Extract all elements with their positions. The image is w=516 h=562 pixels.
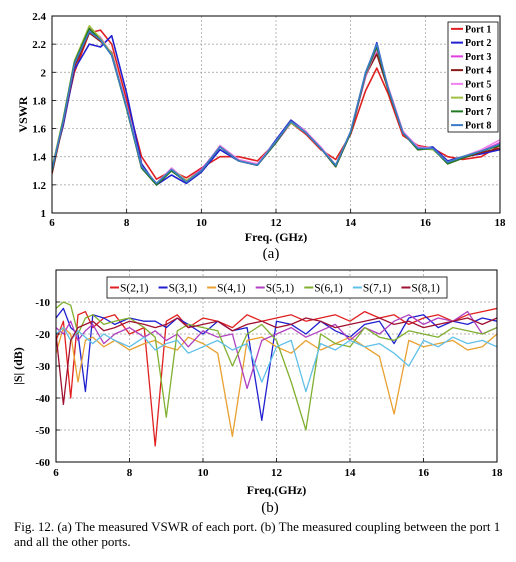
series-line bbox=[56, 326, 497, 438]
y-tick-label: 1.2 bbox=[32, 180, 46, 192]
x-tick-label: 18 bbox=[492, 467, 504, 479]
y-tick-label: -40 bbox=[35, 393, 50, 405]
y-axis-title: |S| (dB) bbox=[11, 347, 25, 385]
x-tick-label: 8 bbox=[124, 217, 130, 229]
x-tick-label: 8 bbox=[127, 467, 133, 479]
x-tick-label: 6 bbox=[53, 467, 59, 479]
y-tick-label: -30 bbox=[35, 361, 50, 373]
figure-caption: Fig. 12. (a) The measured VSWR of each p… bbox=[14, 519, 501, 549]
legend-label: Port 3 bbox=[465, 52, 491, 63]
y-tick-label: -60 bbox=[35, 457, 50, 469]
x-tick-label: 12 bbox=[271, 217, 283, 229]
legend-label: Port 1 bbox=[465, 24, 491, 35]
legend-label: S(4,1) bbox=[217, 283, 246, 295]
legend-label: Port 2 bbox=[465, 38, 491, 49]
legend-label: S(2,1) bbox=[120, 283, 149, 295]
legend-label: S(3,1) bbox=[169, 283, 198, 295]
y-tick-label: 2.2 bbox=[32, 39, 46, 51]
y-tick-label: -50 bbox=[35, 425, 50, 437]
y-tick-label: -20 bbox=[35, 329, 50, 341]
y-tick-label: 1.6 bbox=[32, 124, 46, 136]
x-tick-label: 6 bbox=[49, 217, 55, 229]
y-tick-label: -10 bbox=[35, 297, 50, 309]
legend: Port 1 Port 2 Port 3 Port 4 Port 5 Port 6 Port… bbox=[447, 21, 499, 133]
legend-label: Port 5 bbox=[465, 79, 491, 90]
legend-box bbox=[447, 21, 499, 133]
series-line bbox=[52, 34, 500, 186]
y-tick-label: 1 bbox=[41, 208, 47, 220]
x-tick-label: 14 bbox=[345, 467, 357, 479]
legend-box bbox=[106, 276, 448, 299]
legend-label: Port 8 bbox=[465, 121, 491, 132]
panel-label: (a) bbox=[263, 246, 280, 262]
legend-label: S(5,1) bbox=[266, 283, 295, 295]
panel-label: (b) bbox=[261, 500, 279, 516]
x-tick-label: 16 bbox=[418, 467, 430, 479]
x-axis-title: Freq. (GHz) bbox=[245, 230, 307, 244]
vswr-chart: 6 8 10 12 14 16 18 1 1.2 1.4 1.6 1.8 2 2.2 2.4 Freq. (G… bbox=[16, 11, 506, 262]
series-line bbox=[56, 301, 497, 431]
x-axis-title: Freq.(GHz) bbox=[247, 483, 306, 497]
coupling-chart: 6 8 10 12 14 16 18 -60 -50 -40 -30 -20 -10 Freq.(GHz)… bbox=[11, 269, 504, 516]
legend-label: Port 4 bbox=[465, 66, 491, 77]
y-tick-label: 1.4 bbox=[32, 152, 46, 164]
series-line bbox=[56, 317, 497, 406]
series-line bbox=[52, 30, 500, 185]
legend: S(2,1) S(3,1) S(4,1) S(5,1) S(6,1) S(7,1) S(8,… bbox=[106, 276, 448, 299]
x-tick-label: 10 bbox=[196, 217, 208, 229]
x-tick-label: 10 bbox=[198, 467, 210, 479]
series-line bbox=[56, 326, 497, 393]
y-tick-label: 2.4 bbox=[32, 11, 46, 23]
series-line bbox=[56, 307, 497, 422]
legend-label: Port 7 bbox=[465, 107, 491, 118]
legend-label: Port 6 bbox=[465, 93, 491, 104]
x-tick-label: 18 bbox=[495, 217, 507, 229]
legend-label: S(6,1) bbox=[314, 283, 343, 295]
x-tick-label: 14 bbox=[345, 217, 357, 229]
x-tick-label: 16 bbox=[420, 217, 432, 229]
series-line bbox=[56, 307, 497, 447]
legend-label: S(8,1) bbox=[411, 283, 440, 295]
legend-label: S(7,1) bbox=[363, 283, 392, 295]
y-axis-title: VSWR bbox=[16, 96, 30, 132]
x-tick-label: 12 bbox=[271, 467, 283, 479]
y-tick-label: 1.8 bbox=[32, 95, 46, 107]
y-tick-label: 2 bbox=[41, 67, 47, 79]
